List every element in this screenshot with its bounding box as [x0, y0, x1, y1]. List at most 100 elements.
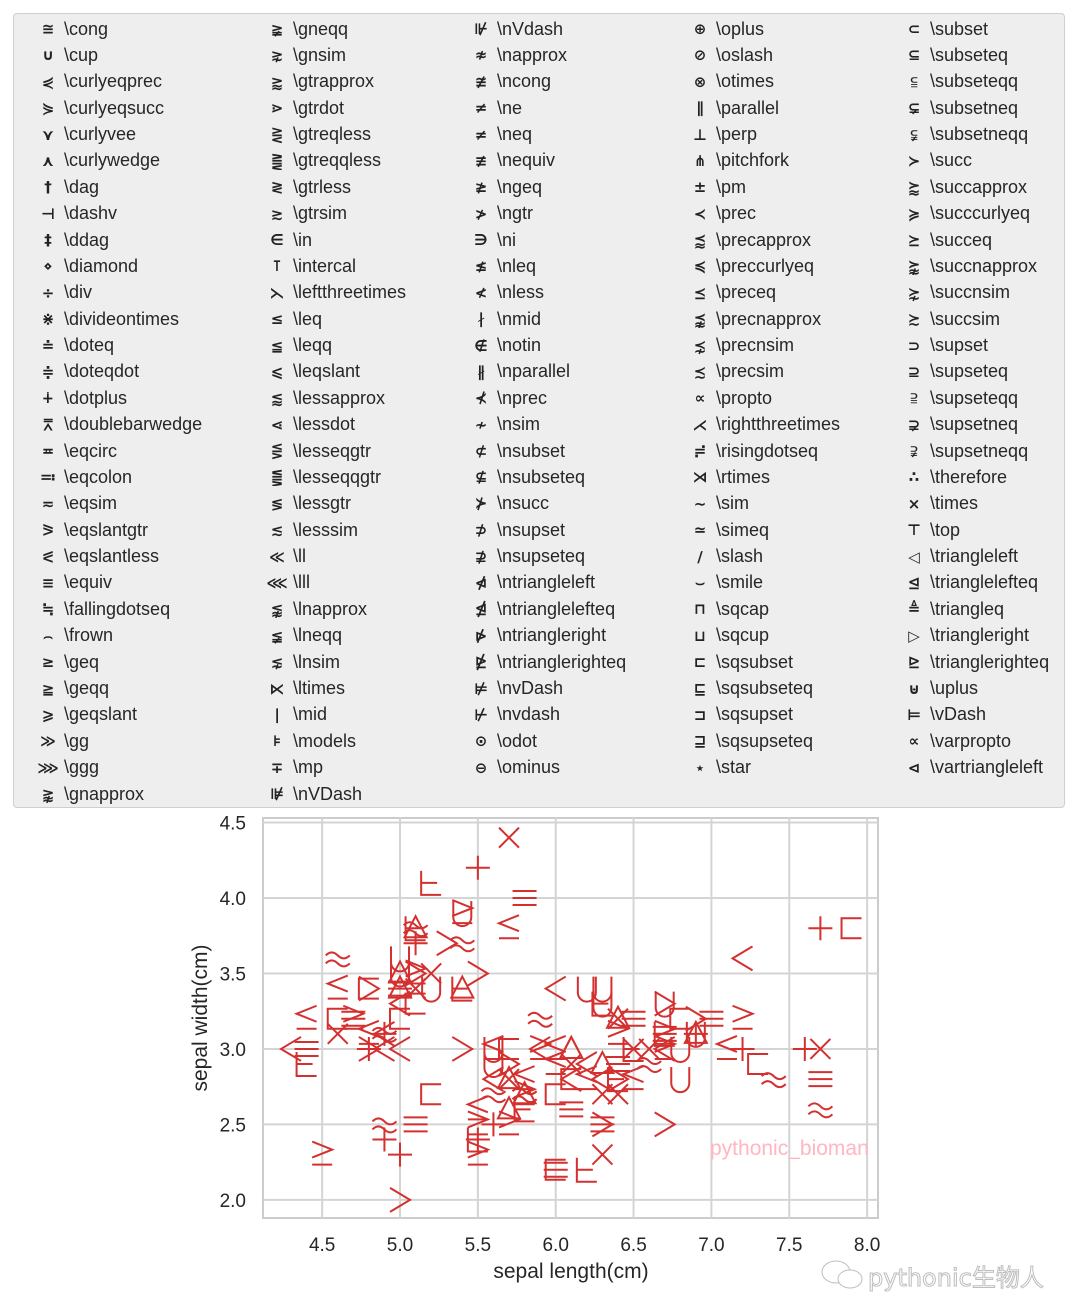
legend-label: \parallel: [716, 97, 780, 118]
legend-item: ≇ \ncong: [465, 69, 551, 95]
legend-item: ≰ \nleq: [465, 253, 536, 279]
legend-marker-icon: ⋏: [41, 151, 55, 170]
legend-marker-icon: ≓: [693, 442, 707, 461]
legend-marker-icon: ≒: [41, 600, 55, 619]
legend-item: ∔ \dotplus: [32, 385, 127, 411]
legend-marker-icon: ≐: [41, 336, 55, 355]
legend-item: ≪ \ll: [261, 544, 306, 570]
legend-marker-icon: ⫅: [910, 72, 918, 91]
legend-item: ⪸ \succapprox: [898, 174, 1027, 200]
legend-item: ‡ \ddag: [32, 227, 109, 253]
x-tick-label: 8.0: [854, 1235, 880, 1256]
legend-item: ≖ \eqcirc: [32, 438, 117, 464]
data-point: [404, 992, 426, 1015]
legend-marker-icon: ⊊: [907, 99, 921, 118]
legend-item: ⊇ \supseteq: [898, 359, 1008, 385]
legend-item: × \times: [898, 491, 978, 517]
legend-marker-icon: ⋫: [474, 626, 488, 645]
data-point: [326, 1007, 348, 1030]
data-point: [670, 1036, 691, 1063]
legend-marker-icon: ▷: [908, 626, 920, 645]
legend-label: \vartriangleleft: [930, 757, 1044, 778]
legend-marker-icon: ⋆: [695, 758, 705, 777]
legend-marker-icon: ≕: [40, 468, 56, 487]
legend-label: \gtrapprox: [293, 71, 375, 92]
legend-marker-icon: ⊃: [907, 336, 921, 355]
legend-label: \geq: [64, 651, 100, 672]
legend-item: ⋫ \ntriangleright: [465, 623, 606, 649]
legend-marker-icon: ⋄: [43, 257, 53, 276]
data-point: [760, 1072, 787, 1089]
legend-marker-icon: ⋬: [474, 600, 488, 619]
legend-marker-icon: ≮: [474, 283, 488, 302]
legend-label: \subset: [930, 18, 989, 39]
legend-item: ± \pm: [684, 174, 746, 200]
legend-item: ⊒ \sqsupseteq: [684, 728, 813, 754]
legend-item: ∋ \ni: [465, 227, 516, 253]
x-tick-label: 5.5: [465, 1235, 491, 1256]
legend-item: ∥ \parallel: [684, 95, 779, 121]
legend-item: ≜ \triangleq: [898, 596, 1004, 622]
legend-label: \nVDash: [293, 783, 363, 804]
legend-label: \ntrianglelefteq: [497, 598, 616, 619]
data-point: [451, 1036, 475, 1062]
legend-label: \eqslantless: [64, 546, 160, 567]
legend-marker-icon: †: [44, 178, 52, 197]
data-point: [498, 1110, 522, 1136]
legend-marker-icon: ∈: [270, 231, 284, 250]
data-point: [481, 1066, 504, 1092]
legend-marker-icon: ⊲: [907, 758, 921, 777]
legend-item: † \dag: [32, 174, 99, 200]
legend-marker-icon: ⊨: [907, 705, 921, 724]
legend-label: \curlyeqprec: [64, 71, 163, 92]
legend-label: \subseteqq: [930, 71, 1019, 92]
legend-marker-icon: ⋌: [692, 415, 708, 434]
legend-item: ⋛ \gtreqless: [261, 122, 371, 148]
legend-label: \curlyeqsucc: [64, 97, 165, 118]
legend-marker-icon: ⪆: [270, 72, 284, 91]
legend-marker-icon: ⊕: [693, 20, 707, 38]
legend-label: \slash: [716, 546, 764, 567]
chart-legend: ≅ \cong ∪ \cup ⋞ \curlyeqprec ⋟ \curlyeqsucc ⋎ \c…: [13, 13, 1065, 808]
legend-item: ⊅ \nsupset: [465, 517, 565, 543]
legend-item: ⊮ \nVdash: [465, 16, 563, 42]
legend-marker-icon: ≧: [41, 679, 55, 698]
data-point: [576, 976, 597, 1003]
legend-label: \precnapprox: [716, 308, 822, 329]
legend-marker-icon: ≫: [40, 732, 56, 751]
legend-marker-icon: ⪹: [693, 310, 707, 329]
legend-label: \pm: [716, 176, 747, 197]
legend-label: \gtrsim: [293, 203, 347, 224]
legend-marker-icon: ⋖: [270, 415, 284, 434]
legend-marker-icon: ⪌: [270, 151, 284, 170]
legend-item: ≮ \nless: [465, 280, 544, 306]
legend-marker-icon: ⊖: [474, 758, 488, 777]
legend-label: \ntriangleright: [497, 625, 607, 646]
legend-label: \neq: [497, 124, 533, 145]
legend-label: \sim: [716, 493, 749, 514]
legend-label: \nprec: [497, 387, 548, 408]
legend-marker-icon: ◁: [908, 547, 920, 566]
legend-label: \nmid: [497, 308, 542, 329]
legend-marker-icon: ⪺: [907, 257, 921, 276]
legend-item: ⋗ \gtrdot: [261, 95, 344, 121]
legend-label: \lneqq: [293, 625, 343, 646]
legend-marker-icon: ∓: [270, 758, 284, 777]
legend-label: \succeq: [930, 229, 993, 250]
legend-label: \leqslant: [293, 361, 361, 382]
legend-item: ⪰ \succeq: [898, 227, 992, 253]
legend-label: \propto: [716, 387, 773, 408]
legend-marker-icon: ≷: [270, 178, 284, 197]
legend-label: \nsim: [497, 414, 541, 435]
legend-marker-icon: ≯: [474, 204, 488, 223]
legend-label: \succnapprox: [930, 255, 1038, 276]
legend-marker-icon: ⊭: [474, 679, 488, 698]
data-point: [544, 1158, 566, 1181]
legend-item: ⊨ \vDash: [898, 702, 986, 728]
legend-item: ⫆ \supseteqq: [898, 385, 1018, 411]
legend-marker-icon: ÷: [41, 283, 55, 302]
legend-marker-icon: ∥: [696, 99, 704, 118]
legend-item: ⪆ \gtrapprox: [261, 69, 374, 95]
legend-label: \eqslantgtr: [64, 519, 149, 540]
data-point: [808, 1071, 833, 1088]
